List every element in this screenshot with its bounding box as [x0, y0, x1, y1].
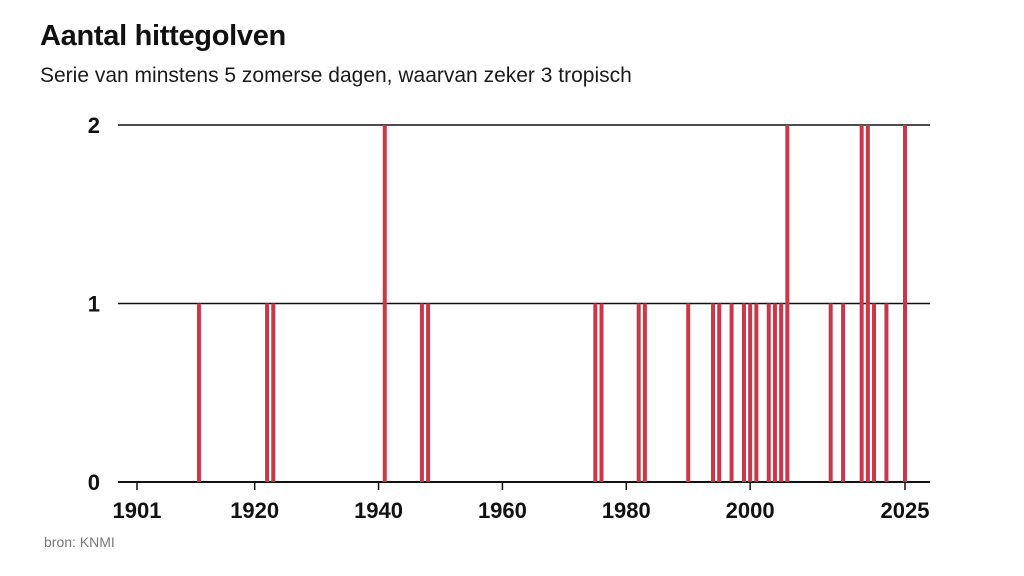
bar-1995	[717, 303, 722, 482]
y-tick-label-2: 2	[88, 113, 100, 138]
bar-1999	[741, 303, 746, 482]
bar-1923	[271, 303, 276, 482]
x-tick-label-1980: 1980	[602, 498, 651, 523]
bar-2004	[772, 303, 777, 482]
bar-1976	[599, 303, 604, 482]
bar-2020	[872, 303, 877, 482]
y-tick-label-0: 0	[88, 470, 100, 495]
bar-2015	[841, 303, 846, 482]
bar-1948	[426, 303, 431, 482]
bar-1990	[686, 303, 691, 482]
source-note: bron: KNMI	[44, 534, 115, 550]
chart-subtitle: Serie van minstens 5 zomerse dagen, waar…	[40, 64, 632, 87]
bar-1983	[642, 303, 647, 482]
bars	[196, 125, 907, 482]
bar-1975	[593, 303, 598, 482]
bar-2018	[859, 125, 864, 482]
bar-2025	[903, 125, 907, 482]
x-tick-label-1920: 1920	[230, 498, 279, 523]
bar-1982	[636, 303, 641, 482]
x-tick-label-1901: 1901	[113, 498, 162, 523]
bar-1941	[382, 125, 387, 482]
x-axis-ticks: 1901 1920 1940 1960 1980 2000 2025	[113, 482, 930, 523]
bar-2000	[748, 303, 753, 482]
y-tick-label-1: 1	[88, 292, 100, 317]
chart-title: Aantal hittegolven	[40, 20, 286, 52]
x-tick-label-1940: 1940	[354, 498, 403, 523]
bar-2001	[754, 303, 759, 482]
bar-2019	[865, 125, 870, 482]
bar-2013	[828, 303, 833, 482]
bar-1947	[419, 303, 424, 482]
x-tick-label-2025: 2025	[881, 498, 930, 523]
bar-2003	[766, 303, 771, 482]
bar-1911	[196, 303, 201, 482]
y-axis-ticks: 0 1 2	[88, 113, 100, 495]
gridlines	[118, 124, 930, 483]
bar-2022	[884, 303, 889, 482]
x-tick-label-1960: 1960	[478, 498, 527, 523]
bar-1997	[729, 303, 734, 482]
bar-2006	[785, 125, 790, 482]
bar-1922	[265, 303, 270, 482]
bar-2005	[779, 303, 784, 482]
bar-1994	[711, 303, 715, 482]
x-tick-label-2000: 2000	[726, 498, 775, 523]
